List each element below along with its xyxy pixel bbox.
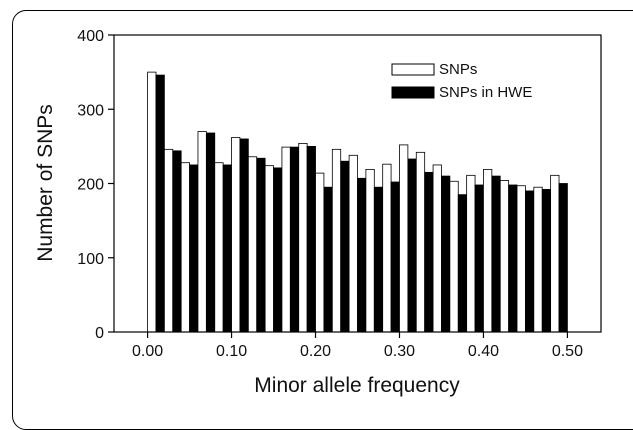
bar-snps-hwe [408, 159, 416, 332]
bar-snps-hwe [425, 172, 433, 332]
bar-snps-hwe [341, 161, 349, 332]
bar-snps-hwe [542, 189, 550, 332]
bar-snps-hwe [458, 195, 466, 332]
x-tick-label: 0.50 [552, 343, 583, 360]
bar-snps-hwe [257, 158, 265, 332]
bar-snps [366, 169, 374, 332]
bar-snps-hwe [441, 176, 449, 332]
bar-snps-hwe [475, 185, 483, 332]
x-tick-label: 0.30 [384, 343, 415, 360]
legend-label-snps-hwe: SNPs in HWE [439, 84, 532, 101]
bar-snps [534, 187, 542, 332]
bar-snps-hwe [559, 184, 567, 333]
x-axis: 0.00 0.10 0.20 0.30 0.40 0.50 [132, 332, 583, 360]
bar-snps-hwe [391, 182, 399, 332]
bar-snps-hwe [324, 187, 332, 332]
bar-snps [299, 143, 307, 332]
bar-snps [232, 137, 240, 332]
legend: SNPs SNPs in HWE [392, 61, 532, 101]
x-tick-label: 0.10 [216, 343, 247, 360]
legend-label-snps: SNPs [439, 61, 477, 78]
bar-snps [316, 173, 324, 332]
x-tick-label: 0.00 [132, 343, 163, 360]
bar-snps-hwe [274, 168, 282, 332]
bar-snps [282, 147, 290, 332]
bar-snps-hwe [358, 178, 366, 332]
y-tick-label: 0 [95, 325, 104, 342]
bar-snps-hwe [290, 147, 298, 332]
y-axis-title: Number of SNPs [34, 104, 57, 262]
bar-snps [467, 175, 475, 332]
bar-snps [215, 163, 223, 332]
bar-snps-hwe [492, 176, 500, 332]
bar-snps [399, 145, 407, 332]
bar-snps [416, 152, 424, 332]
bar-snps [265, 166, 273, 332]
bar-snps-hwe [206, 133, 214, 332]
x-tick-label: 0.20 [300, 343, 331, 360]
legend-swatch-snps [392, 64, 434, 75]
bar-snps [332, 149, 340, 332]
bar-snps-hwe [307, 146, 315, 332]
x-axis-title: Minor allele frequency [254, 374, 460, 397]
bar-snps [349, 155, 357, 332]
y-tick-label: 400 [77, 28, 104, 45]
bar-snps [181, 163, 189, 332]
y-tick-label: 100 [77, 251, 104, 268]
bar-snps [500, 181, 508, 332]
bar-snps-hwe [374, 187, 382, 332]
legend-swatch-snps-hwe [392, 87, 434, 98]
bar-snps [450, 181, 458, 332]
bar-snps [551, 175, 559, 332]
bar-snps-hwe [156, 75, 164, 332]
bar-snps-hwe [240, 139, 248, 332]
bar-snps-hwe [223, 165, 231, 332]
bar-snps [383, 164, 391, 332]
bar-snps-hwe [525, 191, 533, 332]
bar-snps-hwe [190, 165, 198, 332]
bar-snps [517, 186, 525, 332]
bars-group [148, 72, 568, 332]
y-tick-label: 200 [77, 177, 104, 194]
bar-snps-hwe [173, 151, 181, 332]
y-axis: 0 100 200 300 400 [77, 28, 114, 342]
x-tick-label: 0.40 [468, 343, 499, 360]
bar-snps-hwe [509, 185, 517, 332]
bar-snps [198, 132, 206, 332]
bar-snps [164, 149, 172, 332]
bar-snps [483, 169, 491, 332]
histogram-chart: 0 100 200 300 400 0.00 0.10 0.20 0.30 0.40 0.50 M… [0, 0, 633, 397]
bar-snps [148, 72, 156, 332]
bar-snps [248, 157, 256, 332]
bar-snps [433, 165, 441, 332]
y-tick-label: 300 [77, 102, 104, 119]
